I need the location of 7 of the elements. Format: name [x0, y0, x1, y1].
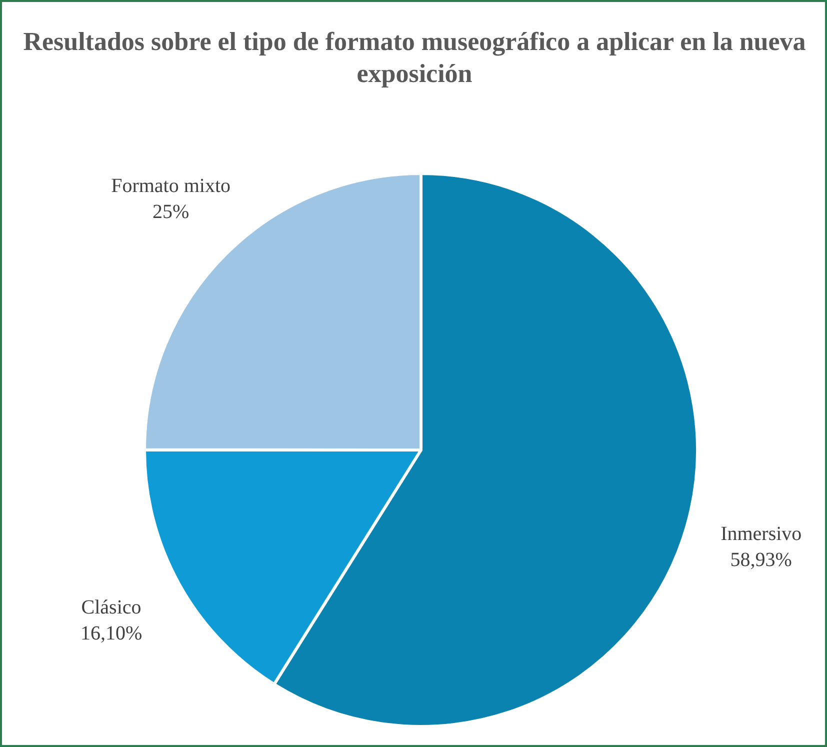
chart-title: Resultados sobre el tipo de formato museográfico a aplicar en la nueva exposición	[22, 26, 807, 90]
slice-label: Clásico	[81, 596, 142, 619]
data-label: 16,10%	[80, 622, 142, 645]
data-label: 25%	[152, 200, 190, 223]
data-label: 58,93%	[730, 549, 792, 572]
slice-label: Inmersivo	[720, 523, 802, 546]
slice-label: Formato mixto	[111, 174, 231, 197]
